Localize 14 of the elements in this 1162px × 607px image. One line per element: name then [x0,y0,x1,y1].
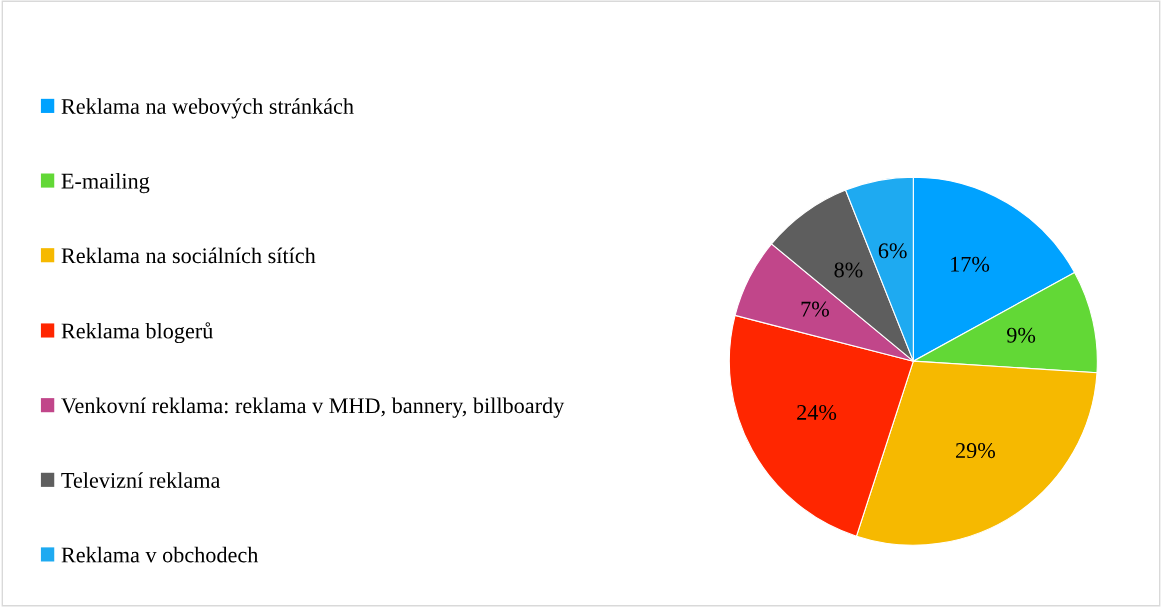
legend-label: Reklama v obchodech [61,546,259,563]
data-label: 24% [797,404,837,420]
legend-label: Televizní reklama [61,472,221,488]
data-label: 7% [801,301,829,317]
data-label: 17% [951,256,990,272]
legend-label: Venkovní reklama: reklama v MHD, bannery, billboardy [61,397,565,418]
data-label: 9% [1007,327,1036,343]
legend-label: Reklama na webových stránkách [61,98,354,119]
data-label: 8% [834,262,863,278]
legend-label: Reklama na sociálních sítích [61,247,316,264]
legend-label: E-mailing [61,172,150,194]
data-label: 29% [956,443,996,459]
data-label: 6% [878,243,907,259]
legend-label: Reklama blogerů [61,322,213,344]
